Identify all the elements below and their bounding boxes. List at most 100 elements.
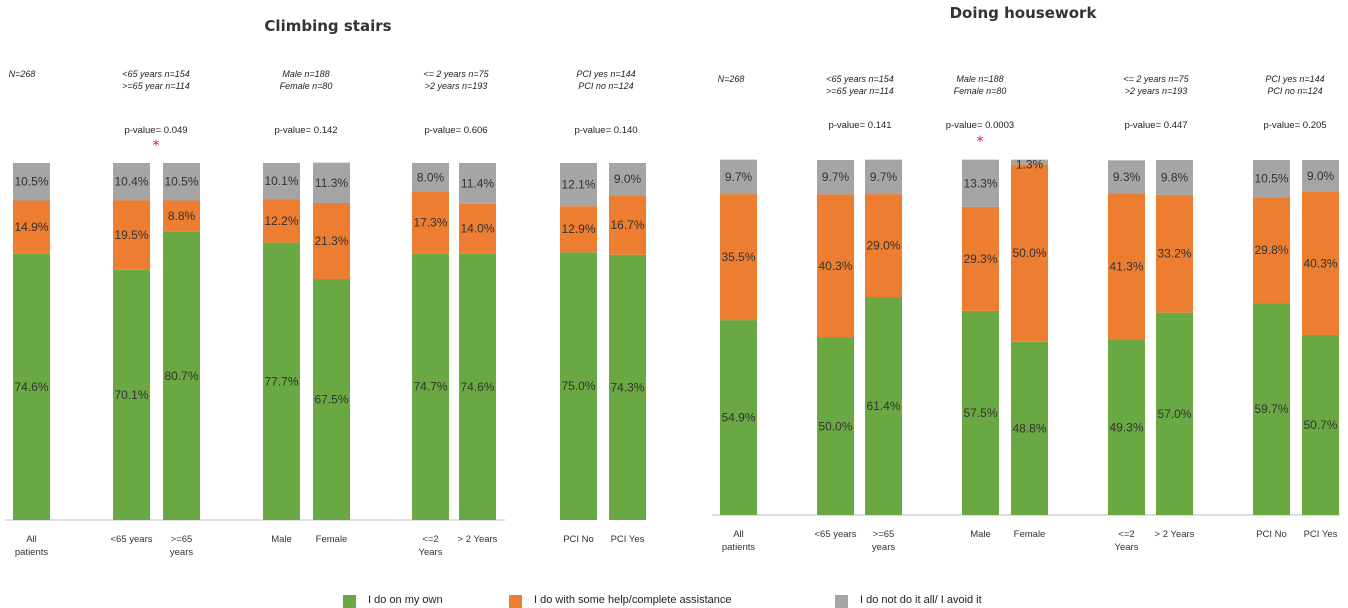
data-label: 29.3%	[963, 252, 997, 266]
legend-label: I do not do it all/ I avoid it	[860, 594, 982, 606]
data-label: 10.5%	[14, 175, 48, 189]
data-label: 74.6%	[14, 380, 48, 394]
group-sample-size-note: PCI yes n=144 PCI no n=124	[576, 69, 635, 91]
data-label: 9.3%	[1113, 170, 1141, 184]
data-label: 29.0%	[866, 239, 900, 253]
bar-segment	[1108, 160, 1145, 194]
bar-segment	[865, 194, 902, 298]
data-label: 16.7%	[610, 218, 644, 232]
x-tick-label: >=65 years	[872, 529, 895, 553]
bar-segment	[609, 163, 646, 196]
bar-segment	[817, 194, 854, 338]
bar-segment	[1253, 197, 1290, 304]
bar-segment	[313, 202, 350, 280]
p-value-label: p-value= 0.141	[828, 120, 891, 131]
bar-segment	[412, 163, 449, 192]
x-tick-label: <65 years	[111, 534, 153, 545]
data-label: 9.0%	[1307, 169, 1335, 183]
p-value-label: p-value= 0.140	[574, 125, 637, 136]
data-label: 8.0%	[417, 170, 445, 184]
bar-segment	[1011, 341, 1048, 515]
data-label: 40.3%	[818, 259, 852, 273]
data-label: 9.7%	[822, 170, 850, 184]
data-label: 19.5%	[114, 228, 148, 242]
data-label: 8.8%	[168, 209, 196, 223]
data-label: 17.3%	[413, 215, 447, 229]
bar-segment	[609, 254, 646, 520]
data-label: 57.5%	[963, 406, 997, 420]
data-label: 80.7%	[164, 369, 198, 383]
significance-star: *	[977, 134, 984, 150]
bar-segment	[1253, 160, 1290, 198]
group-sample-size-note: <= 2 years n=75 >2 years n=193	[423, 69, 489, 91]
bar-segment	[263, 242, 300, 520]
data-label: 12.2%	[264, 214, 298, 228]
legend-swatch	[835, 595, 848, 608]
x-tick-label: PCI Yes	[1304, 529, 1338, 540]
bar-segment	[560, 252, 597, 520]
bar-segment	[560, 163, 597, 207]
bar-segment	[609, 195, 646, 255]
bar-segment	[459, 253, 496, 521]
data-label: 12.9%	[561, 222, 595, 236]
data-label: 33.2%	[1157, 247, 1191, 261]
group-sample-size-note: <65 years n=154 >=65 year n=114	[826, 74, 894, 96]
bar-segment	[263, 163, 300, 200]
data-label: 10.5%	[1254, 172, 1288, 186]
bar-segment	[163, 200, 200, 232]
data-label: 14.9%	[14, 220, 48, 234]
group-sample-size-note: N=268	[9, 69, 36, 79]
data-label: 74.6%	[460, 380, 494, 394]
data-label: 74.3%	[610, 380, 644, 394]
x-tick-label: > 2 Years	[1155, 529, 1195, 540]
bar-segment	[412, 191, 449, 254]
bar-segment	[412, 253, 449, 521]
data-label: 75.0%	[561, 379, 595, 393]
legend-label: I do on my own	[368, 594, 443, 606]
x-tick-label: <=2 Years	[1115, 529, 1139, 553]
bar-segment	[1156, 312, 1193, 515]
data-label: 21.3%	[314, 234, 348, 248]
group-sample-size-note: Male n=188 Female n=80	[954, 74, 1007, 96]
data-label: 49.3%	[1109, 420, 1143, 434]
bar-segment	[1253, 303, 1290, 515]
data-label: 14.0%	[460, 222, 494, 236]
legend-swatch	[343, 595, 356, 608]
group-sample-size-note: PCI yes n=144 PCI no n=124	[1265, 74, 1324, 96]
x-tick-label: Female	[316, 534, 348, 545]
x-tick-label: PCI No	[563, 534, 594, 545]
data-label: 9.7%	[870, 170, 898, 184]
bar-segment	[817, 160, 854, 195]
data-label: 48.8%	[1012, 421, 1046, 435]
bar-segment	[1011, 159, 1048, 165]
data-label: 11.3%	[315, 176, 348, 190]
data-label: 57.0%	[1157, 407, 1191, 421]
x-tick-label: All patients	[15, 534, 49, 558]
x-tick-label: Female	[1014, 529, 1046, 540]
data-label: 11.4%	[461, 176, 494, 190]
data-label: 9.0%	[614, 172, 642, 186]
data-label: 50.0%	[818, 419, 852, 433]
data-label: 67.5%	[314, 393, 348, 407]
bar-segment	[113, 163, 150, 201]
bar-segment	[13, 200, 50, 254]
legend: I do on my own I do with some help/comple…	[343, 594, 982, 608]
chart-panel-1: 74.6% 14.9% 10.5% All patients 70.1% 19.5% 10.4…	[5, 69, 646, 558]
bar-segment	[459, 163, 496, 204]
data-label: 12.1%	[561, 178, 595, 192]
bar-segment	[163, 163, 200, 201]
bar-segment	[962, 206, 999, 311]
bar-segment	[1302, 335, 1339, 515]
bar-segment	[1156, 194, 1193, 313]
bar-segment	[817, 337, 854, 515]
x-tick-label: Male	[970, 529, 991, 540]
group-sample-size-note: Male n=188 Female n=80	[280, 69, 333, 91]
bar-segment	[865, 159, 902, 195]
significance-star: *	[153, 138, 160, 154]
x-tick-label: Male	[271, 534, 292, 545]
bar-segment	[1108, 193, 1145, 340]
data-label: 61.4%	[866, 399, 900, 413]
chart-title-climbing-stairs: Climbing stairs	[264, 17, 391, 35]
x-tick-label: PCI No	[1256, 529, 1287, 540]
